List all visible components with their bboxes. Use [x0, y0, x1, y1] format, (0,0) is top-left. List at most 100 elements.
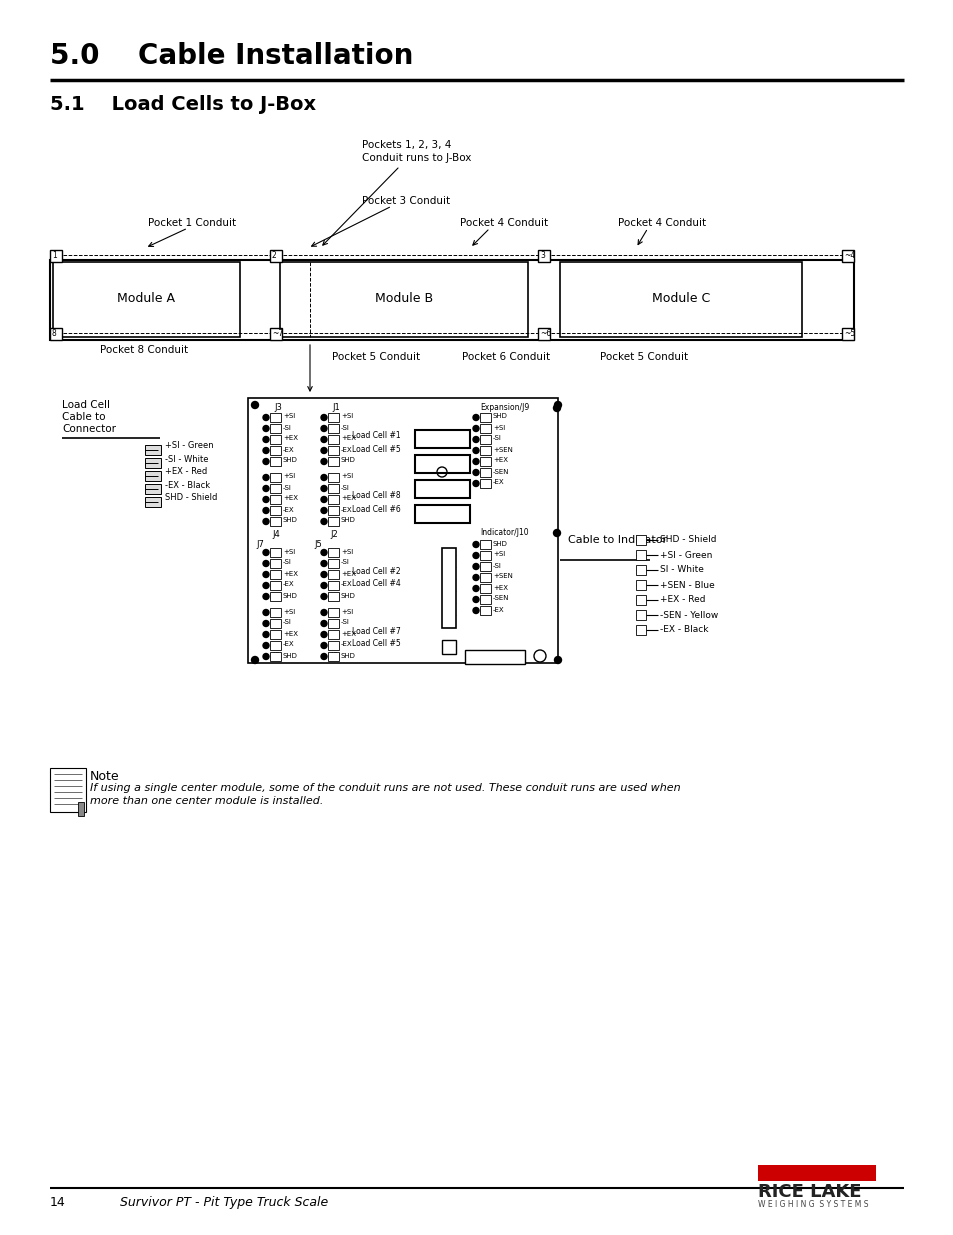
Text: -EX: -EX — [283, 506, 294, 513]
Text: -SI: -SI — [283, 620, 292, 625]
Bar — [270, 329, 282, 340]
Bar — [270, 446, 281, 454]
Bar — [328, 559, 338, 568]
Circle shape — [263, 642, 269, 648]
Text: -SEN: -SEN — [493, 468, 509, 474]
Text: -EX: -EX — [493, 479, 504, 485]
Text: J5: J5 — [314, 540, 321, 550]
Text: -SI: -SI — [493, 562, 501, 568]
Circle shape — [320, 610, 327, 615]
Text: -SI - White: -SI - White — [165, 454, 209, 463]
Text: -SI: -SI — [340, 620, 350, 625]
Text: Survivor PT - Pit Type Truck Scale: Survivor PT - Pit Type Truck Scale — [120, 1195, 328, 1209]
Bar — [270, 641, 281, 650]
Text: +SEN: +SEN — [493, 573, 513, 579]
Circle shape — [263, 583, 269, 589]
Text: +SEN - Blue: +SEN - Blue — [659, 580, 714, 589]
Text: 5.0    Cable Installation: 5.0 Cable Installation — [50, 42, 413, 70]
Circle shape — [263, 653, 269, 659]
Bar — [328, 473, 338, 482]
Bar — [270, 652, 281, 661]
Text: -EX - Black: -EX - Black — [165, 480, 210, 489]
Bar — [328, 592, 338, 601]
Bar — [270, 249, 282, 262]
Text: SHD: SHD — [283, 593, 297, 599]
Circle shape — [320, 519, 327, 525]
Text: SHD: SHD — [283, 652, 297, 658]
Circle shape — [252, 401, 258, 409]
Text: J3: J3 — [274, 403, 282, 412]
Circle shape — [473, 597, 478, 603]
Text: Load Cell #6: Load Cell #6 — [352, 505, 400, 514]
Text: SHD: SHD — [340, 652, 355, 658]
Text: -EX: -EX — [340, 641, 353, 647]
Bar — [328, 548, 338, 557]
Bar — [479, 562, 491, 571]
Bar — [479, 584, 491, 593]
Bar — [479, 424, 491, 433]
Circle shape — [473, 447, 478, 453]
Text: J7: J7 — [255, 540, 264, 550]
Text: -EX: -EX — [340, 582, 353, 588]
Text: +EX: +EX — [340, 495, 355, 501]
Text: J6: J6 — [330, 652, 337, 661]
Bar — [328, 652, 338, 661]
Text: SHD: SHD — [283, 517, 297, 524]
Text: +SI: +SI — [340, 548, 353, 555]
Text: -EX: -EX — [493, 606, 504, 613]
Text: +SI: +SI — [340, 473, 353, 479]
Text: 3: 3 — [539, 251, 544, 261]
Text: +SI: +SI — [283, 609, 294, 615]
Text: +EX: +EX — [283, 436, 297, 441]
Bar — [636, 535, 645, 545]
Bar — [328, 412, 338, 422]
Text: RICE LAKE: RICE LAKE — [758, 1183, 861, 1200]
Text: 2: 2 — [272, 251, 276, 261]
Bar — [328, 506, 338, 515]
Text: Pocket 4 Conduit: Pocket 4 Conduit — [459, 219, 548, 228]
Bar — [479, 468, 491, 477]
Bar — [328, 517, 338, 526]
Bar — [636, 610, 645, 620]
Text: +SI: +SI — [283, 414, 294, 420]
Circle shape — [263, 519, 269, 525]
Bar — [328, 435, 338, 445]
Text: more than one center module is installed.: more than one center module is installed… — [90, 797, 323, 806]
Bar — [328, 608, 338, 618]
Bar — [145, 445, 161, 454]
Text: SHD: SHD — [493, 414, 507, 420]
Bar — [636, 580, 645, 590]
Circle shape — [473, 563, 478, 569]
Bar — [270, 619, 281, 629]
Text: +SI: +SI — [283, 473, 294, 479]
Text: +SI: +SI — [493, 425, 505, 431]
Text: -SEN: -SEN — [493, 595, 509, 601]
Bar — [636, 564, 645, 576]
Circle shape — [320, 631, 327, 637]
Circle shape — [320, 436, 327, 442]
Circle shape — [320, 485, 327, 492]
Circle shape — [320, 447, 327, 453]
Text: Cable to: Cable to — [62, 412, 106, 422]
Circle shape — [473, 426, 478, 431]
Bar — [270, 484, 281, 493]
Text: +SI - Green: +SI - Green — [659, 551, 712, 559]
Bar — [270, 435, 281, 445]
Circle shape — [263, 415, 269, 420]
Text: -EX: -EX — [283, 582, 294, 588]
Bar — [479, 412, 491, 422]
Circle shape — [252, 657, 258, 663]
Bar — [328, 641, 338, 650]
Circle shape — [320, 561, 327, 567]
Circle shape — [320, 550, 327, 556]
Text: Load Cell #2: Load Cell #2 — [352, 567, 400, 576]
Circle shape — [263, 572, 269, 578]
Bar — [270, 412, 281, 422]
Text: +EX - Red: +EX - Red — [659, 595, 705, 604]
Circle shape — [554, 657, 561, 663]
Bar — [50, 249, 62, 262]
Bar — [145, 471, 161, 480]
Circle shape — [263, 594, 269, 599]
Bar — [479, 551, 491, 559]
Text: W E I G H I N G  S Y S T E M S: W E I G H I N G S Y S T E M S — [758, 1200, 867, 1209]
